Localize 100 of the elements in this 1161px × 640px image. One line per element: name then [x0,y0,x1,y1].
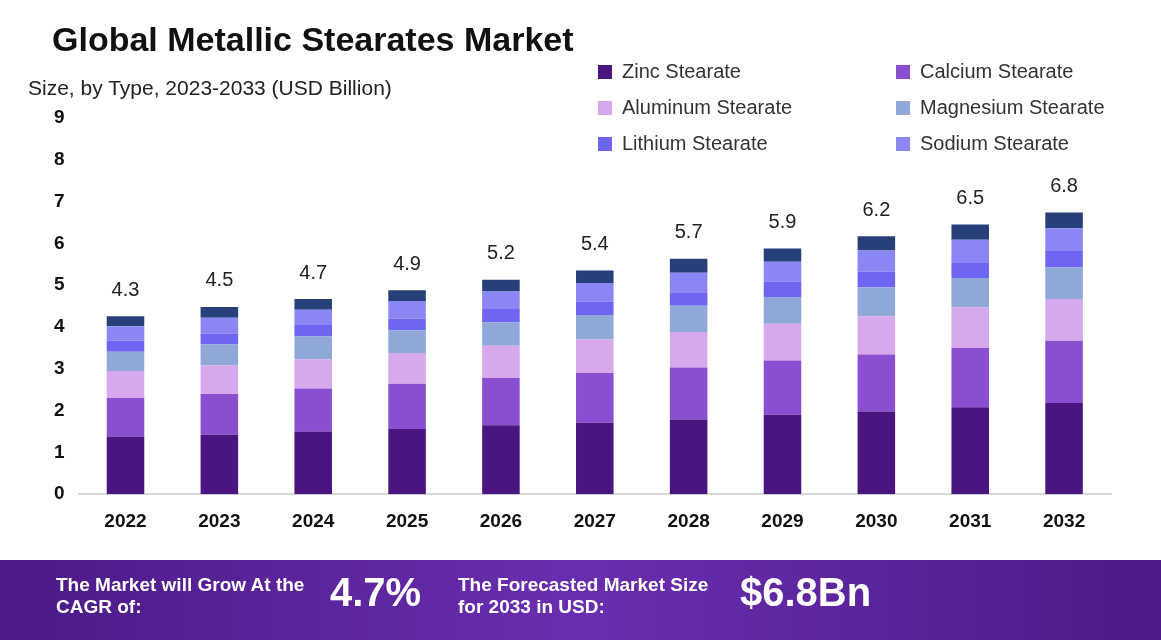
x-tick-label: 2023 [198,509,241,531]
bar [200,365,239,394]
bar [388,290,426,302]
bar [576,339,614,373]
bar [482,345,520,378]
chart-title: Global Metallic Stearates Market [52,20,574,59]
bar [106,398,145,437]
y-tick-label: 6 [53,231,65,253]
legend-label: Sodium Stearate [920,132,1069,155]
text: 4.7% [330,570,423,615]
bar [763,323,802,361]
bar [763,360,802,415]
bar [482,291,520,310]
bar [106,326,145,341]
y-tick-label: 7 [53,189,65,211]
bar [294,359,332,389]
bar [951,347,989,408]
x-tick-label: 2029 [761,509,804,531]
bar [106,351,145,371]
bar [200,344,239,366]
x-tick-label: 2032 [1042,509,1086,531]
x-tick-label: 2031 [949,509,992,531]
bar [857,287,896,317]
x-tick-label: 2025 [385,509,429,531]
bar [669,292,708,306]
legend-label: Magnesium Stearate [920,96,1105,119]
total-label: 4.9 [393,251,421,274]
bar [763,296,802,324]
bar [951,307,989,348]
bar [482,378,520,426]
bar [1045,228,1083,251]
bar [669,332,708,368]
text: The Market will Grow At the CAGR of: [56,574,306,618]
x-tick-label: 2030 [855,509,898,531]
total-label: 6.8 [1050,173,1078,196]
bar [951,224,989,240]
bar [200,333,239,345]
total-label: 5.2 [487,241,515,264]
bar [200,393,239,435]
bar [951,239,989,263]
bar [763,414,802,495]
legend-label: Zinc Stearate [622,60,741,83]
total-label: 4.3 [111,277,140,300]
total-label: 5.7 [674,220,703,243]
bar [294,336,332,360]
bar [857,411,896,495]
total-label: 4.5 [205,268,234,291]
bar [1045,212,1083,229]
bar [482,309,520,323]
bar [482,425,520,495]
bar [576,301,614,315]
x-tick-label: 2024 [292,509,335,531]
bar [857,316,896,355]
bar [1045,298,1083,341]
y-tick-label: 9 [53,106,65,128]
y-tick-label: 5 [53,273,65,295]
bar [388,383,426,429]
bar [482,279,520,292]
bar [106,436,145,495]
total-label: 4.7 [299,260,328,283]
bar [576,422,614,495]
bar [669,419,708,495]
y-tick-label: 1 [53,440,65,462]
bar [294,431,332,495]
bar [951,407,989,495]
bar [200,434,239,495]
bar [763,261,802,282]
y-tick-label: 2 [53,398,65,420]
total-label: 5.9 [768,209,797,232]
bar [763,281,802,297]
bar [857,354,896,412]
bar [106,316,145,327]
text: The Forecasted Market Size for 2033 in USD: [458,574,710,618]
bar [669,258,708,273]
bar [1045,340,1083,404]
legend-label: Calcium Stearate [920,60,1074,83]
bar [106,370,145,399]
x-tick-label: 2027 [573,509,616,531]
bar [576,283,614,302]
bar [294,388,332,432]
y-tick-label: 8 [53,148,65,170]
bar [951,262,989,279]
bar [294,298,332,310]
y-tick-label: 3 [53,357,65,379]
y-tick-label: 0 [53,482,65,504]
legend-label: Lithium Stearate [622,132,768,155]
bar [388,301,426,319]
bar [294,309,332,325]
bar [1045,250,1083,268]
bar [857,236,896,251]
total-label: 6.2 [862,197,891,220]
bar [763,248,802,262]
total-label: 5.4 [580,232,609,255]
bar [106,340,145,352]
bar [576,314,614,340]
bar [951,278,989,308]
bar [669,367,708,420]
bar [576,372,614,423]
bar [669,305,708,333]
total-label: 6.5 [956,186,985,209]
